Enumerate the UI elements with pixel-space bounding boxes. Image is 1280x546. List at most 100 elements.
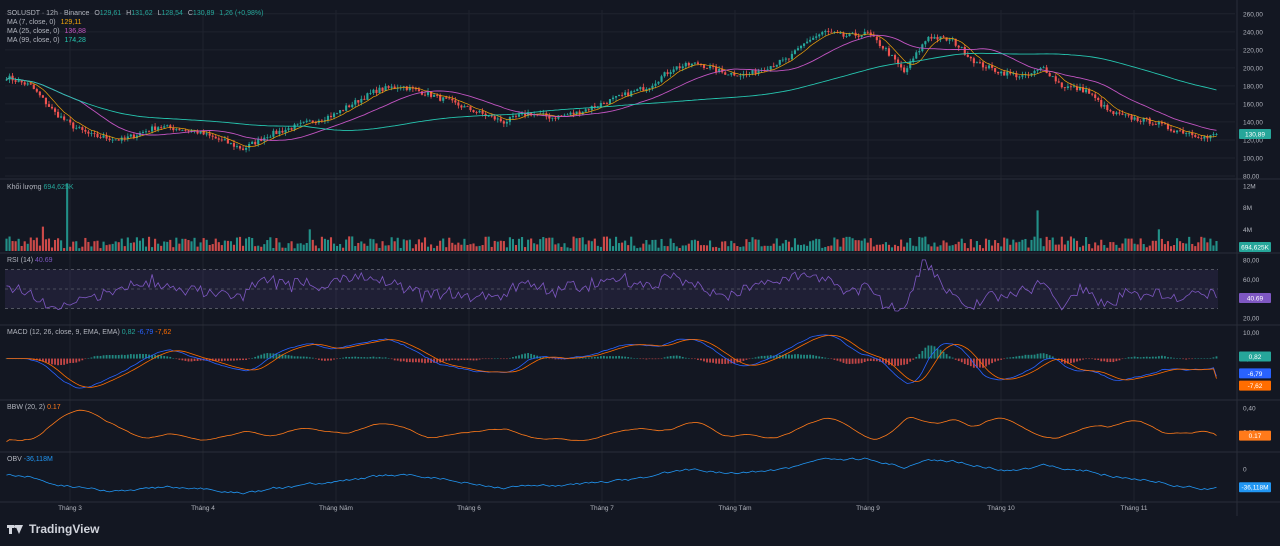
macd-histogram-bar (942, 351, 945, 359)
candle-body (172, 127, 175, 131)
volume-bar (102, 241, 105, 251)
volume-bar (766, 245, 769, 251)
macd-histogram-bar (666, 356, 669, 359)
candle-body (678, 66, 681, 69)
macd-histogram-bar (645, 358, 648, 360)
ohlc-o-label: O (94, 10, 100, 17)
volume-bar (630, 236, 633, 251)
volume-pane[interactable] (5, 183, 1218, 251)
volume-bar (223, 240, 226, 251)
volume-bar (1024, 238, 1027, 251)
candle-body (348, 105, 351, 108)
macd-histogram-bar (1112, 358, 1115, 363)
volume-bar (451, 242, 454, 251)
price-tick-label: 180,00 (1243, 83, 1263, 90)
volume-bar (784, 239, 787, 251)
macd-histogram-bar (108, 354, 111, 359)
volume-bar (954, 244, 957, 251)
volume-bar (602, 236, 605, 251)
candle-body (687, 62, 690, 66)
candle-body (205, 133, 208, 135)
candle-body (903, 67, 906, 73)
volume-bar (299, 243, 302, 251)
macd-histogram-bar (857, 358, 860, 364)
macd-histogram-bar (966, 358, 969, 366)
macd-histogram-bar (809, 354, 812, 359)
volume-bar (527, 239, 530, 251)
macd-histogram-bar (424, 358, 426, 364)
macd-histogram-bar (1106, 358, 1109, 363)
obv-value: -36,118M (23, 456, 53, 463)
candle-body (733, 72, 736, 76)
volume-bar (1185, 243, 1188, 251)
macd-histogram-bar (1179, 358, 1182, 360)
rsi-pane[interactable] (5, 259, 1218, 312)
macd-histogram-bar (99, 355, 102, 359)
candle-body (912, 58, 915, 62)
volume-bar (633, 245, 636, 251)
candle-body (1175, 130, 1179, 133)
volume-bar (1145, 247, 1148, 251)
volume-bar (187, 240, 190, 251)
macd-histogram-bar (375, 357, 378, 359)
macd-pane[interactable] (5, 334, 1218, 389)
candle-body (751, 70, 754, 74)
macd-histogram-bar (114, 355, 117, 359)
macd-histogram-bar (1066, 358, 1069, 364)
candle-body (345, 105, 348, 111)
macd-histogram-bar (706, 358, 708, 363)
candle-body (405, 86, 408, 91)
candle-body (639, 87, 642, 90)
candle-body (135, 135, 138, 138)
volume-bar (1212, 245, 1215, 251)
macd-histogram-bar (223, 358, 226, 361)
obv-pane[interactable] (6, 457, 1217, 495)
volume-bar (712, 247, 715, 251)
candle-body (657, 81, 660, 84)
candle-body (524, 112, 527, 116)
volume-bar (1206, 242, 1209, 251)
macd-histogram-bar (38, 358, 41, 362)
volume-bar (1100, 239, 1103, 251)
tradingview-logo[interactable]: TradingView (7, 522, 99, 536)
candle-body (11, 75, 14, 81)
candle-body (102, 135, 105, 138)
volume-bar (108, 244, 111, 251)
macd-histogram-bar (833, 358, 836, 360)
price-pane[interactable] (5, 27, 1218, 153)
candle-body (705, 67, 709, 69)
candle-body (63, 116, 66, 120)
macd-histogram-bar (308, 357, 311, 359)
volume-bar (257, 245, 260, 251)
macd-histogram-bar (979, 358, 981, 368)
macd-histogram-bar (633, 358, 636, 359)
volume-bar (533, 243, 536, 251)
macd-histogram-bar (654, 358, 657, 360)
volume-bar (887, 244, 891, 251)
bbw-pane[interactable] (6, 409, 1217, 442)
volume-bar (1003, 237, 1006, 251)
candle-body (190, 130, 193, 132)
macd-histogram-bar (226, 358, 229, 361)
macd-histogram-bar (599, 356, 602, 359)
volume-bar (484, 236, 487, 251)
volume-bar (26, 243, 29, 251)
macd-histogram-bar (166, 356, 169, 359)
macd-histogram-bar (1030, 354, 1033, 359)
volume-bar (287, 243, 290, 251)
macd-histogram-bar (909, 358, 912, 362)
candle-body (672, 69, 675, 73)
macd-histogram-bar (1206, 358, 1209, 359)
volume-bar (396, 237, 399, 251)
macd-histogram-bar (976, 358, 978, 368)
candle-body (1018, 76, 1021, 78)
macd-histogram-bar (472, 358, 475, 361)
candle-body (445, 97, 448, 99)
volume-bar (751, 237, 754, 251)
macd-histogram-bar (1076, 358, 1078, 362)
macd-histogram-bar (721, 358, 724, 364)
candle-body (948, 39, 951, 41)
macd-histogram-bar (693, 358, 696, 360)
candle-body (284, 129, 287, 133)
